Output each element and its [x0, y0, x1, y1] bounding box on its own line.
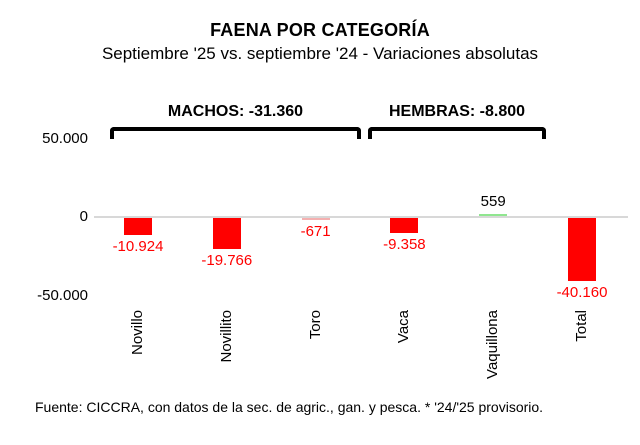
y-tick-0: 0	[79, 208, 88, 225]
chart-footer: Fuente: CICCRA, con datos de la sec. de …	[35, 399, 544, 415]
bar-vaca	[390, 218, 419, 233]
value-label-novillo: -10.924	[112, 238, 164, 255]
value-label-novillito: -19.766	[201, 252, 253, 269]
category-label-vaquillona: Vaquillona	[484, 310, 502, 379]
bar-total	[568, 218, 596, 281]
category-label-total: Total	[573, 310, 590, 342]
bracket-hembras-icon	[368, 127, 546, 139]
value-label-toro: -671	[300, 223, 331, 240]
category-label-toro: Toro	[306, 310, 324, 340]
category-label-vaca: Vaca	[395, 310, 413, 344]
group-label-machos: MACHOS: -31.360	[167, 103, 304, 120]
y-tick-neg-50000: -50.000	[37, 287, 88, 304]
bar-vaquillona	[479, 214, 508, 216]
y-tick-50000: 50.000	[42, 130, 88, 147]
bar-novillito	[212, 218, 241, 249]
chart-title: FAENA POR CATEGORÍA	[210, 20, 430, 40]
value-label-vaca: -9.358	[383, 236, 426, 253]
category-label-novillo: Novillo	[129, 310, 146, 356]
bracket-machos-icon	[110, 127, 361, 139]
category-label-novillito: Novillito	[217, 310, 235, 363]
chart-subtitle: Septiembre '25 vs. septiembre '24 - Vari…	[101, 44, 539, 63]
bar-novillo	[124, 218, 152, 235]
group-label-hembras: HEMBRAS: -8.800	[388, 103, 526, 120]
bar-toro	[301, 218, 330, 220]
value-label-total: -40.160	[556, 284, 608, 301]
zero-axis-line	[94, 216, 628, 218]
value-label-vaquillona: 559	[480, 193, 506, 210]
